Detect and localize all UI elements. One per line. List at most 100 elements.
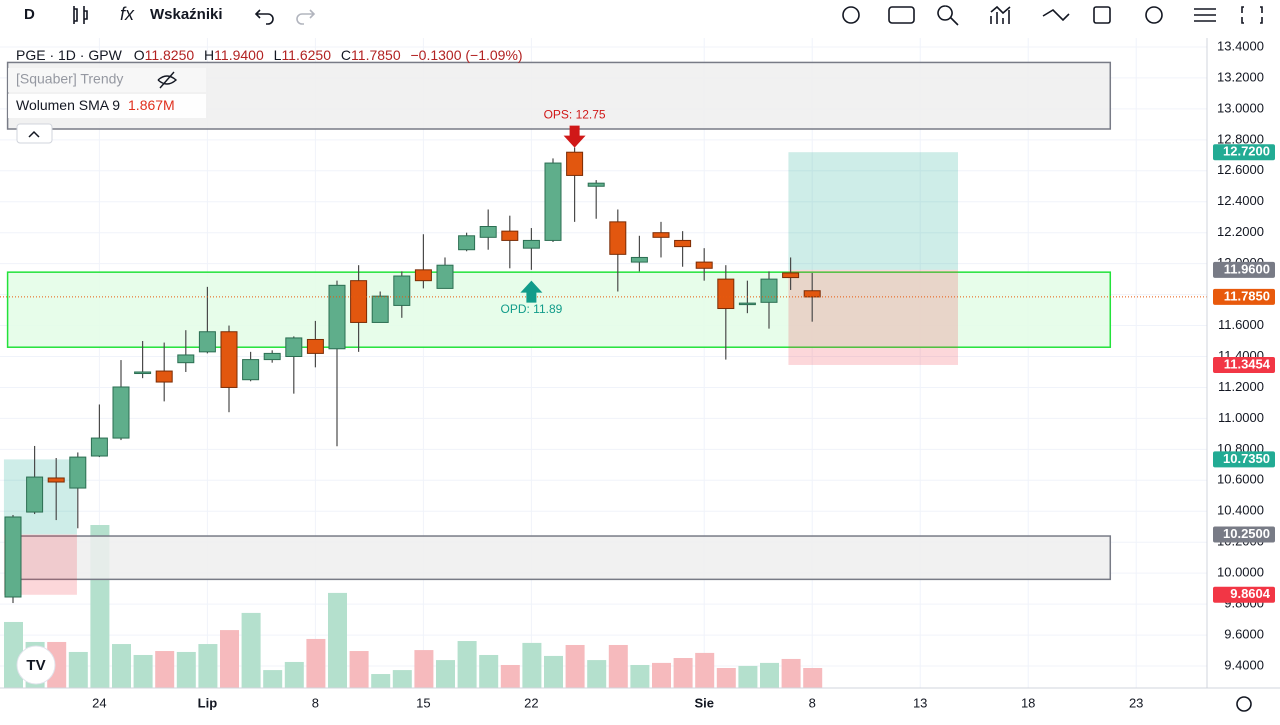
x-tick-label: 8 [809,695,816,710]
volume-bar [241,612,261,688]
y-tick-label: 11.0000 [1218,410,1264,425]
price-tag-label: 9.8604 [1230,586,1271,601]
y-tick-label: 13.2000 [1217,69,1264,84]
tv-logo[interactable] [16,645,56,685]
candle-body [652,232,670,238]
volume-bar [673,658,693,688]
axis-settings-button[interactable] [1236,696,1252,712]
volume-bar [479,654,499,688]
indicator-bg [8,68,206,92]
chart-type-button[interactable] [73,6,88,24]
candle-body [220,331,238,388]
candle-body [4,516,22,598]
candle-body [695,261,713,269]
candle-body [350,280,368,323]
volume-bar [112,644,131,688]
candle-body [458,235,476,251]
y-tick-label: 13.4000 [1217,38,1264,53]
volume-bar [284,661,304,688]
indicator-2[interactable]: Wolumen SMA 9 1.867M [16,97,175,113]
volume-bar [565,644,585,688]
price-axis: 13.4000 13.2000 13.0000 12.8000 12.6000 12.40… [0,38,1280,710]
hidden-icon[interactable] [157,71,178,89]
candle-body [630,256,648,263]
price-tag [1213,586,1275,603]
alert-button[interactable] [1042,8,1070,22]
candle-body [587,182,605,187]
price-tag [1213,261,1275,278]
zone-box [6,535,1112,581]
price-tag-label: 10.7350 [1223,451,1270,466]
x-tick-label: Sie [694,695,714,710]
ohlc-value: 11.7850 [351,47,401,63]
price-tag [1213,144,1275,161]
x-tick-label: 23 [1129,695,1143,710]
volume-bar [306,638,326,688]
ohlc-value: 11.9400 [214,47,264,63]
price-tag [1213,526,1275,543]
indicators-label: Wskaźniki [150,6,223,23]
replay-button[interactable] [1145,6,1163,24]
candle-body [738,302,756,306]
ohlc-value: 11.6250 [281,47,331,63]
undo-button[interactable] [254,9,274,25]
candle-body [90,437,108,457]
change: −0.1300 (−1.09%) [411,47,523,63]
volume-bar [630,664,650,688]
volume-bar [47,641,67,688]
volume-bar [695,652,715,688]
price-tag-label: 11.9600 [1224,261,1270,276]
object-tree-button[interactable] [1194,8,1216,22]
y-tick-label: 11.6000 [1218,317,1264,332]
price-tag-label: 11.7850 [1224,288,1270,303]
volume-bar [133,654,153,688]
price-tag-label: 12.7200 [1223,144,1270,159]
candle-body [501,230,519,241]
compare-button[interactable] [990,5,1011,24]
candle-body [717,278,735,310]
y-tick-label: 13.0000 [1217,100,1264,115]
indicator-1[interactable]: [Squaber] Trendy [16,71,123,87]
indicator-value: 1.867M [128,97,175,113]
candle-body [436,264,454,289]
signal-arrow [520,280,543,303]
volume-bar [349,651,369,688]
snapshot-button[interactable] [888,6,915,24]
price-tag-label: 10.2500 [1223,526,1270,541]
volume-bar [608,644,628,688]
signal-arrow [563,125,586,148]
volume-bar [176,651,196,688]
candle-body [47,477,65,483]
volume-bar [500,664,520,688]
candle-body [393,275,411,306]
volume-bar [544,655,563,688]
search-button[interactable] [937,5,959,26]
candle-body [674,239,692,248]
indicators-button[interactable]: fx Wskaźniki [120,4,223,24]
y-tick-label: 12.8000 [1217,131,1264,146]
symbol: PGE · 1D · GPW [16,47,123,63]
candle-body [371,295,389,323]
save-button[interactable] [1093,6,1111,24]
candle-body [155,370,173,383]
price-tag [1213,288,1275,305]
redo-button[interactable] [296,9,316,25]
y-tick-label: 10.6000 [1217,472,1264,487]
interval-button[interactable]: D [24,6,35,23]
volume-bar [198,644,218,688]
tv-logo-text: TV [26,657,45,674]
candle-body [328,284,346,350]
toolbar-bg [0,0,1280,30]
indicator-bg [8,94,206,118]
candle-body [26,476,44,513]
fullscreen-button[interactable] [1241,6,1263,24]
ohlc-value: 11.8250 [145,47,195,63]
y-tick-label: 12.4000 [1217,193,1264,208]
settings-button[interactable] [842,6,860,24]
candle-body [479,226,497,238]
candle-body [414,269,432,282]
signal-label: OPD: 11.89 [500,302,562,316]
price-tag [1213,451,1275,468]
candle-body [177,354,195,364]
